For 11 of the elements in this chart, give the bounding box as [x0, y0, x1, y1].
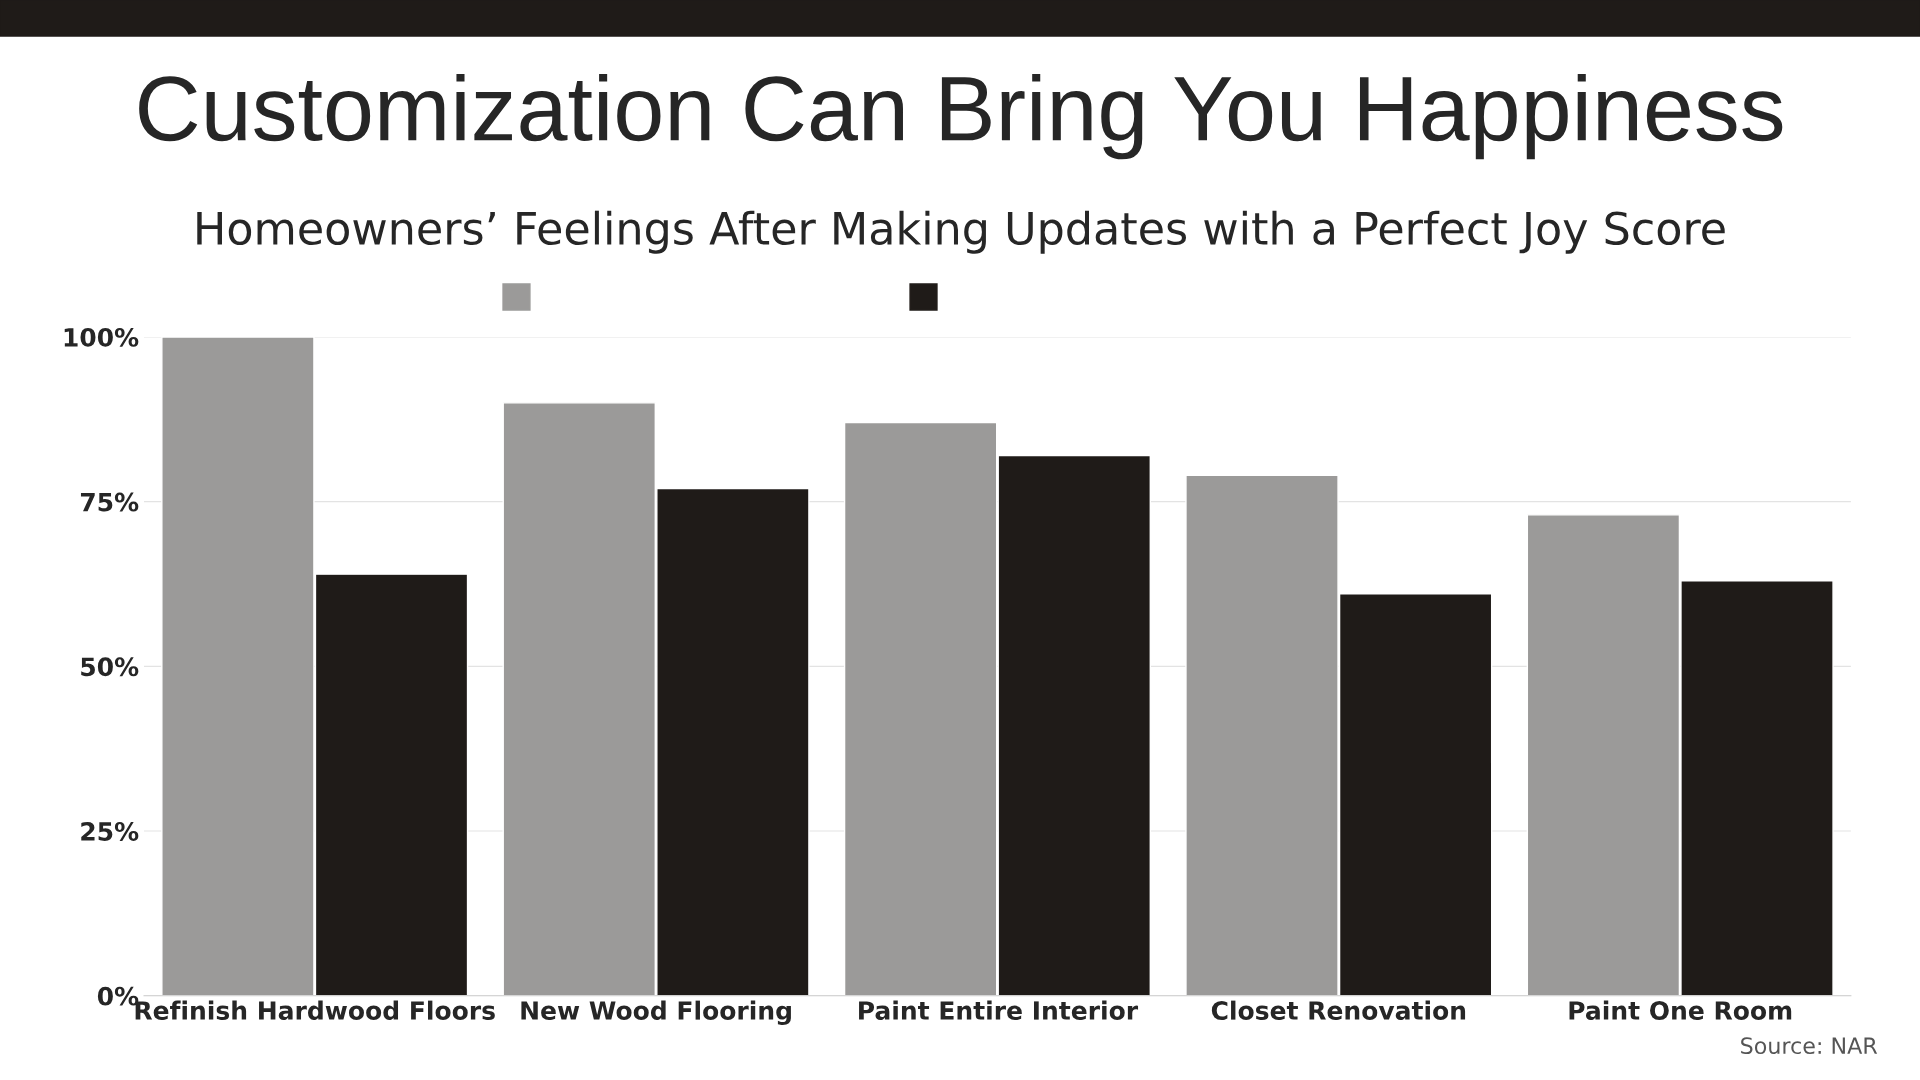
chart-title: Customization Can Bring You Happiness [139, 73, 1783, 160]
chart-subtitle: Homeowners’ Feelings After Making Updates with a Perfect Joy Score [197, 210, 1725, 254]
y-tick-label: 75% [80, 492, 139, 512]
y-tick-label: 25% [81, 822, 139, 841]
x-tick-label: Paint One Room [1569, 1000, 1792, 1020]
y-tick-label: 50% [81, 657, 139, 677]
x-tick-label: New Wood Flooring [521, 1000, 791, 1026]
x-tick-label: Paint Entire Interior [859, 1000, 1139, 1020]
y-tick-label: 100% [64, 327, 139, 347]
x-tick-label: Closet Renovation [1211, 1000, 1466, 1020]
source-note: Source: NAR [1741, 1037, 1878, 1055]
